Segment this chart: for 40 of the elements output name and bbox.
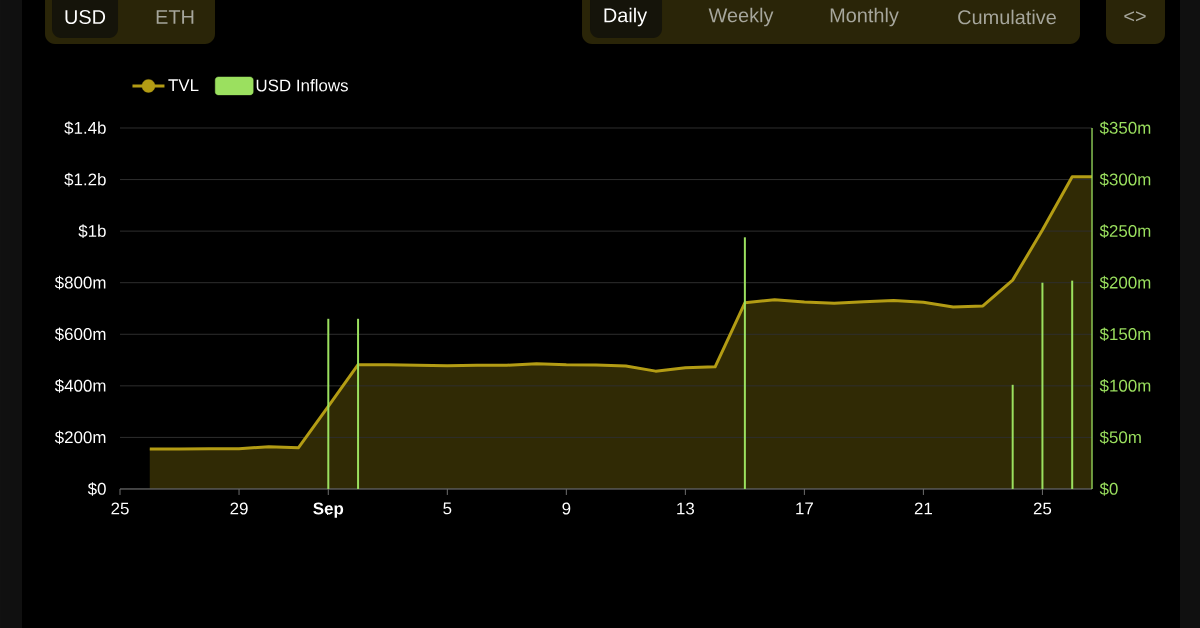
y2-tick-label: $150m [1099, 327, 1151, 342]
x-tick-label: 9 [562, 502, 571, 515]
text: ETH [156, 10, 194, 24]
x-tick-label: 25 [111, 502, 129, 515]
x-tick-label: Sep [313, 502, 344, 518]
y-tick-label: $1.2b [64, 172, 106, 187]
y-tick-label: $400m [54, 378, 106, 393]
legend-label: USD Inflows [256, 79, 348, 92]
y2-tick-label: $350m [1099, 121, 1151, 135]
x-tick-label: 25 [1033, 502, 1052, 515]
x-tick-label: 5 [443, 502, 452, 515]
y-tick-label: $1.4b [64, 121, 106, 135]
bar [1041, 282, 1044, 489]
text: <> [1124, 11, 1146, 22]
bar [327, 318, 330, 489]
y-tick-label: $200m [54, 430, 106, 445]
y2-tick-label: $300m [1099, 172, 1151, 187]
y2-tick-label: $50m [1099, 430, 1141, 445]
y-tick-label: $1b [78, 224, 106, 238]
text: Monthly [830, 7, 899, 27]
bar [357, 318, 360, 489]
x-tick-label: 13 [677, 502, 695, 515]
bar [1071, 280, 1074, 489]
y2-tick-label: $0 [1099, 482, 1118, 496]
y-tick-label: $600m [54, 327, 106, 342]
bar [743, 237, 746, 489]
text: Cumulative [958, 9, 1056, 25]
y2-tick-label: $100m [1099, 378, 1151, 393]
y2-tick-label: $250m [1099, 224, 1151, 238]
text: Daily [604, 7, 648, 27]
x-tick-label: 29 [230, 502, 248, 515]
y-tick-label: $0 [87, 482, 106, 496]
text: Weekly [708, 7, 774, 27]
text: USD [65, 9, 106, 25]
x-tick-label: 17 [796, 502, 813, 515]
x-tick-label: 21 [914, 502, 932, 515]
y-tick-label: $800m [54, 275, 106, 290]
bar [1011, 384, 1014, 489]
y2-tick-label: $200m [1099, 275, 1151, 290]
legend-label: TVL [168, 79, 199, 91]
